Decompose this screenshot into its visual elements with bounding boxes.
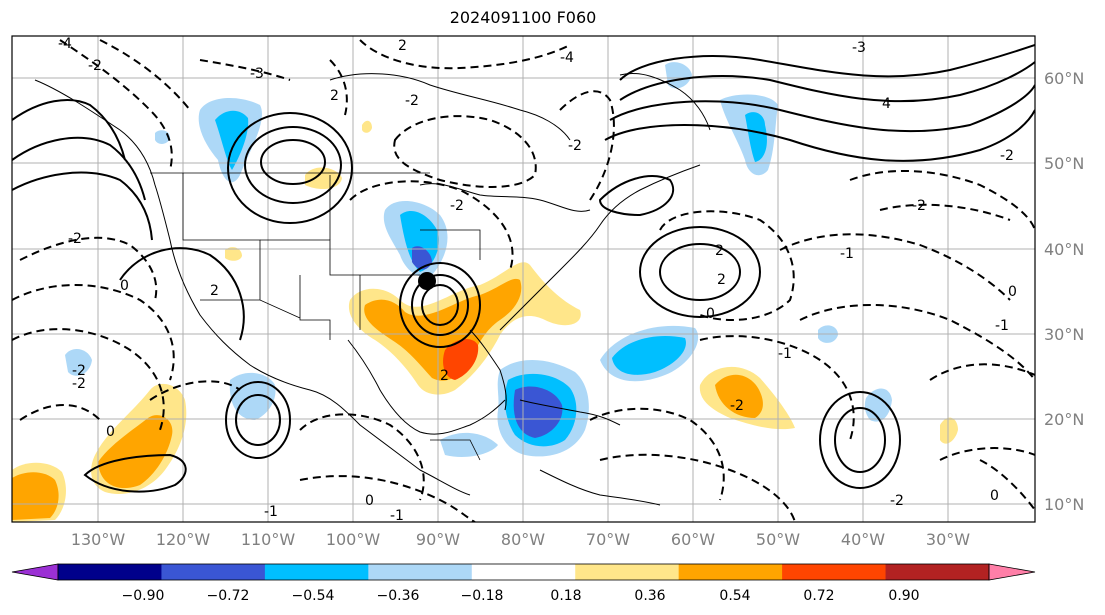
lat-label: 30°N [1044, 325, 1084, 344]
contour-label: -1 [264, 504, 278, 520]
lon-label: 80°W [501, 530, 545, 549]
colorbar-extend-low [11, 563, 59, 581]
colorbar-tick: −0.54 [292, 588, 335, 604]
contour-label: 4 [882, 96, 891, 112]
contour-label: -1 [995, 318, 1009, 334]
longitude-labels: 130°W 120°W 110°W 100°W 90°W 80°W 70°W 6… [71, 530, 970, 549]
lon-label: 120°W [156, 530, 211, 549]
contour-label: -2 [1000, 148, 1014, 164]
lat-label: 40°N [1044, 240, 1084, 259]
contour-label: -2 [730, 398, 744, 414]
colorbar-segment [782, 564, 887, 580]
colorbar-tick: 0.90 [888, 588, 919, 604]
colorbar-tick: 0.18 [550, 588, 581, 604]
contours-dashed [12, 39, 1035, 522]
colorbar-segment [368, 564, 473, 580]
contour-label: -1 [778, 346, 792, 362]
contour-label: -2 [890, 493, 904, 509]
colorbar-segment [161, 564, 266, 580]
colorbar-tick: −0.36 [377, 588, 420, 604]
contour-label: 0 [106, 424, 115, 440]
contours-solid [12, 44, 1035, 493]
lat-label: 50°N [1044, 154, 1084, 173]
latitude-labels: 60°N 50°N 40°N 30°N 20°N 10°N [1044, 69, 1084, 514]
contour-label: -3 [250, 66, 264, 82]
contour-label: -2 [68, 231, 82, 247]
colorbar-tick: 0.36 [634, 588, 665, 604]
contour-label: 2 [330, 88, 339, 104]
contour-label: -2 [450, 198, 464, 214]
contour-label: -3 [852, 40, 866, 56]
colorbar-tick: −0.72 [207, 588, 250, 604]
contour-label: -4 [58, 36, 72, 52]
lon-label: 100°W [326, 530, 381, 549]
contour-label: 2 [440, 368, 449, 384]
colorbar-segment [471, 564, 576, 580]
colorbar-segment [575, 564, 680, 580]
contour-label: 0 [120, 278, 129, 294]
colorbar-segment [264, 564, 369, 580]
contour-label: 2 [210, 283, 219, 299]
colorbar-tick: 0.72 [803, 588, 834, 604]
storm-center-marker [418, 272, 436, 290]
contour-labels: -4 -2 -3 2 -3 -2 4 2 0 0 -2 -2 -2 -2 -4 … [58, 36, 1017, 524]
colorbar-segment [678, 564, 783, 580]
contour-label: -2 [405, 93, 419, 109]
colorbar-tick: −0.90 [122, 588, 165, 604]
contour-label: 2 [398, 38, 407, 54]
colorbar [11, 563, 1036, 581]
contour-label: -1 [840, 246, 854, 262]
colorbar-outline [57, 563, 990, 581]
lon-label: 50°W [756, 530, 800, 549]
contour-label: -2 [72, 363, 86, 379]
lon-label: 110°W [241, 530, 296, 549]
contour-label: 2 [717, 272, 726, 288]
lat-label: 10°N [1044, 495, 1084, 514]
colorbar-extend-high [988, 563, 1036, 581]
lon-label: 30°W [926, 530, 970, 549]
lon-label: 40°W [841, 530, 885, 549]
contour-label: 0 [365, 493, 374, 509]
contour-label: -1 [390, 508, 404, 524]
contour-label: -2 [912, 198, 926, 214]
lon-label: 60°W [671, 530, 715, 549]
lon-label: 90°W [416, 530, 460, 549]
contour-label: -2 [568, 138, 582, 154]
contour-label: 2 [715, 243, 724, 259]
gridlines [12, 36, 1035, 522]
chart-title: 2024091100 F060 [449, 8, 597, 27]
contour-label: 0 [1008, 284, 1017, 300]
borders [150, 172, 481, 461]
contour-label: -4 [560, 50, 574, 66]
colorbar-tick: 0.54 [719, 588, 750, 604]
contour-label: -2 [88, 58, 102, 74]
colorbar-tick: −0.18 [461, 588, 504, 604]
colorbar-ticks: −0.90 −0.72 −0.54 −0.36 −0.18 0.18 0.36 … [122, 588, 920, 604]
contour-label: 0 [990, 488, 999, 504]
map-frame [11, 35, 1036, 523]
colorbar-segment [885, 564, 990, 580]
contour-label: -2 [72, 376, 86, 392]
lon-label: 70°W [586, 530, 630, 549]
lat-label: 60°N [1044, 69, 1084, 88]
lat-label: 20°N [1044, 410, 1084, 429]
contour-label: 0 [706, 306, 715, 322]
colorbar-segment [58, 564, 162, 580]
coastlines [34, 72, 711, 506]
lon-label: 130°W [71, 530, 126, 549]
